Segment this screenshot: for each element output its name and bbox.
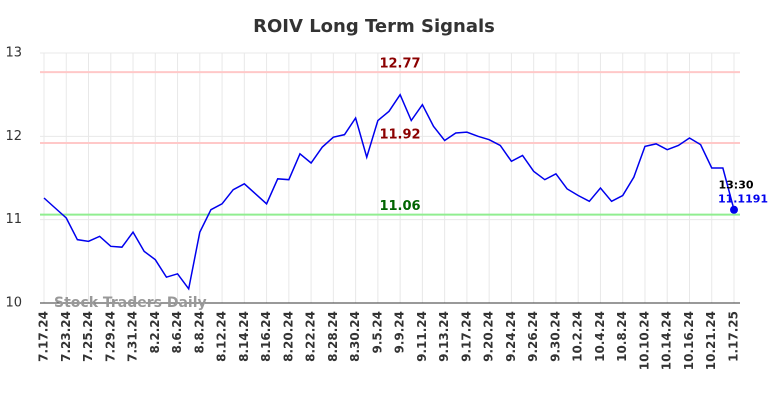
price-line bbox=[43, 93, 735, 291]
y-tick-label: 10 bbox=[5, 296, 22, 311]
last-value: 11.1191 bbox=[718, 193, 768, 206]
x-tick-label: 8.12.24 bbox=[215, 311, 229, 362]
x-tick-label: 9.13.24 bbox=[437, 311, 451, 362]
x-tick-label: 10.10.24 bbox=[637, 311, 651, 370]
chart-title: ROIV Long Term Signals bbox=[253, 16, 495, 37]
last-point bbox=[730, 205, 738, 214]
x-tick-label: 10.16.24 bbox=[682, 311, 696, 370]
x-tick-label: 9.30.24 bbox=[548, 311, 562, 362]
y-tick-label: 11 bbox=[5, 212, 22, 227]
x-tick-label: 7.17.24 bbox=[37, 311, 51, 362]
x-tick-label: 9.11.24 bbox=[415, 311, 429, 362]
x-tick-label: 8.28.24 bbox=[326, 311, 340, 362]
x-tick-label: 8.16.24 bbox=[259, 311, 273, 362]
x-tick-label: 10.8.24 bbox=[615, 311, 629, 362]
x-tick-label: 9.20.24 bbox=[482, 311, 496, 362]
x-tick-label: 8.14.24 bbox=[237, 311, 251, 362]
x-tick-label: 10.4.24 bbox=[593, 311, 607, 362]
x-tick-label: 9.24.24 bbox=[504, 311, 518, 362]
x-tick-label: 1.17.25 bbox=[727, 311, 741, 362]
signal-label: 11.06 bbox=[379, 199, 420, 214]
x-tick-label: 7.23.24 bbox=[59, 311, 73, 362]
x-tick-label: 8.8.24 bbox=[192, 311, 206, 354]
x-tick-label: 7.31.24 bbox=[126, 311, 140, 362]
watermark: Stock Traders Daily bbox=[54, 295, 207, 311]
y-tick-label: 13 bbox=[5, 46, 22, 61]
x-tick-label: 9.9.24 bbox=[393, 311, 407, 354]
x-tick-label: 10.2.24 bbox=[571, 311, 585, 362]
signal-label: 11.92 bbox=[379, 128, 420, 143]
signal-label: 12.77 bbox=[379, 57, 420, 72]
x-tick-label: 10.14.24 bbox=[660, 311, 674, 370]
last-time: 13:30 bbox=[718, 179, 753, 192]
x-tick-label: 7.25.24 bbox=[81, 311, 95, 362]
x-tick-label: 7.29.24 bbox=[103, 311, 117, 362]
x-tick-label: 9.26.24 bbox=[526, 311, 540, 362]
x-tick-label: 9.5.24 bbox=[370, 311, 384, 354]
x-tick-label: 8.20.24 bbox=[281, 311, 295, 362]
x-tick-label: 8.30.24 bbox=[348, 311, 362, 362]
x-tick-label: 10.21.24 bbox=[704, 311, 718, 370]
x-tick-label: 9.17.24 bbox=[459, 311, 473, 362]
y-tick-label: 12 bbox=[5, 129, 22, 144]
x-tick-label: 8.22.24 bbox=[304, 311, 318, 362]
x-tick-label: 8.6.24 bbox=[170, 311, 184, 354]
x-tick-label: 8.2.24 bbox=[148, 311, 162, 354]
